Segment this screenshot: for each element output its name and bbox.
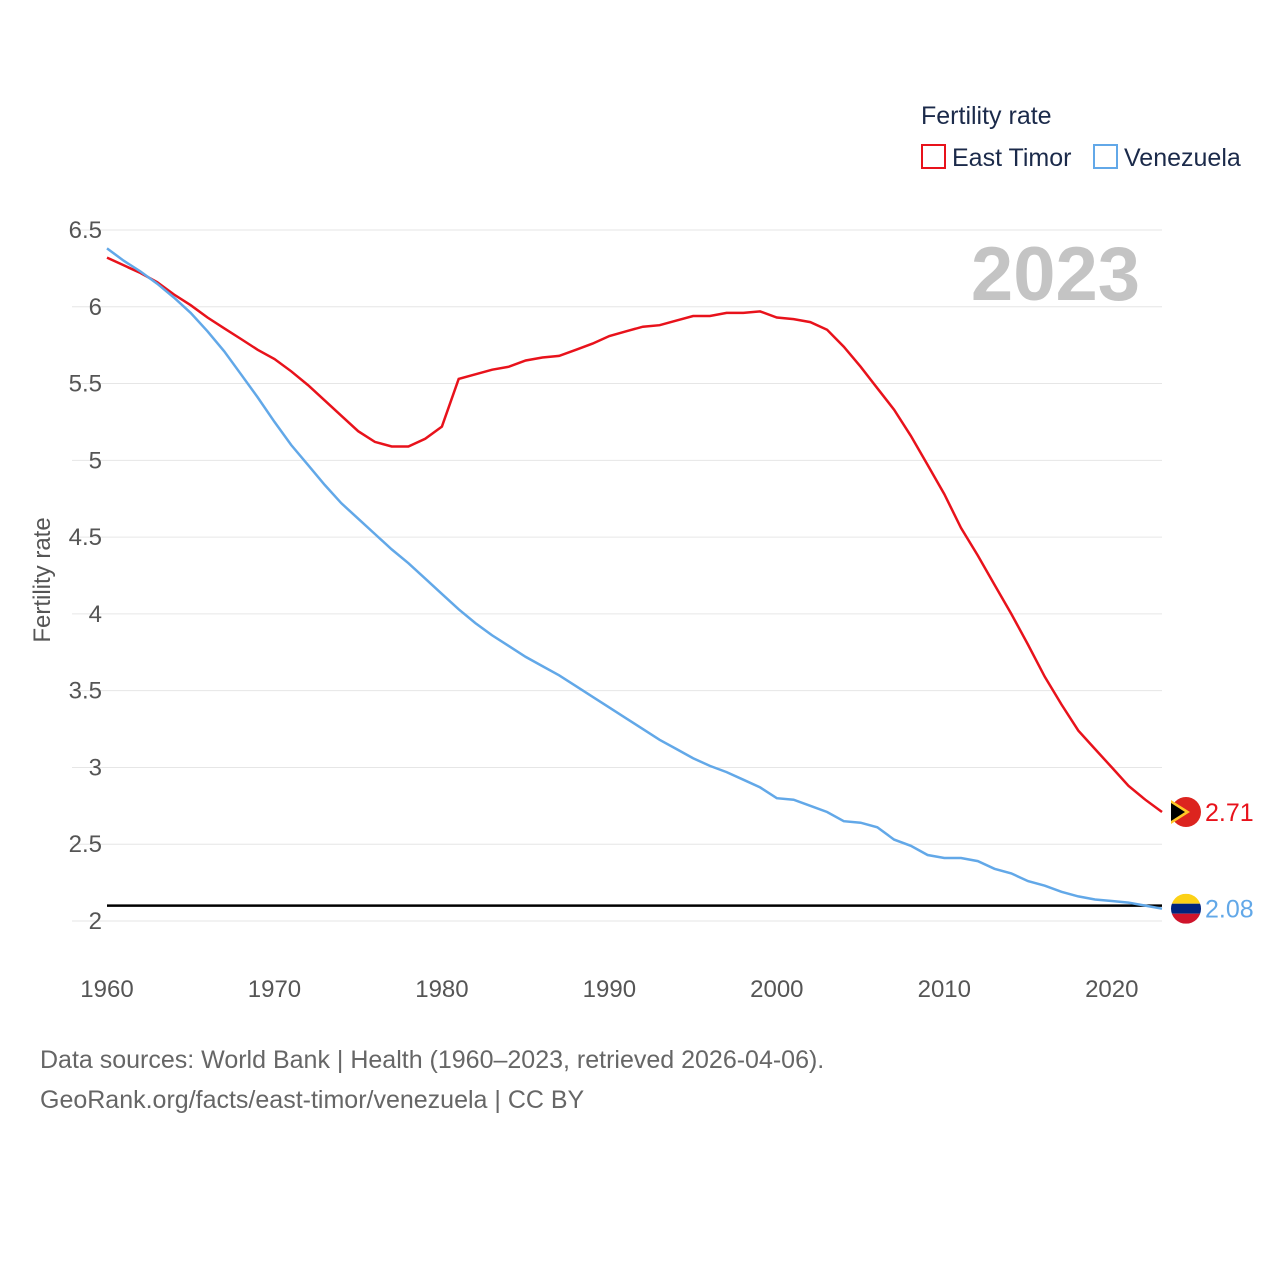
- x-tick-label: 2010: [918, 976, 971, 1003]
- x-tick-label: 1960: [80, 976, 133, 1003]
- y-tick-label: 3: [89, 754, 102, 781]
- source-attribution: Data sources: World Bank | Health (1960–…: [40, 1040, 824, 1120]
- gridlines: [72, 229, 1162, 922]
- series-line-venezuela[interactable]: [106, 247, 1163, 910]
- x-tick-label: 1970: [248, 976, 301, 1003]
- y-axis-title: Fertility rate: [29, 517, 56, 642]
- y-tick-label: 6.5: [69, 217, 102, 244]
- year-label: 2023: [971, 232, 1140, 317]
- x-tick-label: 1980: [415, 976, 468, 1003]
- legend-label-east-timor: East Timor: [952, 144, 1071, 172]
- x-tick-label: 2020: [1085, 976, 1138, 1003]
- y-tick-label: 5.5: [69, 371, 102, 398]
- y-tick-label: 4: [89, 601, 102, 628]
- y-tick-label: 5: [89, 447, 102, 474]
- y-tick-label: 2.5: [69, 831, 102, 858]
- east-timor-end-value: 2.71: [1205, 799, 1254, 827]
- y-tick-label: 6: [89, 294, 102, 321]
- legend-item-east-timor[interactable]: East Timor: [921, 144, 1071, 172]
- east-timor-end-marker: 2.71: [1171, 796, 1254, 827]
- y-tick-label: 4.5: [69, 524, 102, 551]
- y-tick-label: 2: [89, 908, 102, 935]
- legend-item-venezuela[interactable]: Venezuela: [1093, 144, 1241, 172]
- venezuela-flag-icon: [1171, 893, 1201, 924]
- x-tick-label: 2000: [750, 976, 803, 1003]
- east-timor-flag-black: [1171, 802, 1185, 821]
- legend-swatch-east-timor: [921, 144, 946, 169]
- data-source-text: Data sources: World Bank | Health (1960–…: [40, 1046, 825, 1074]
- venezuela-end-marker: 2.08: [1171, 893, 1254, 924]
- credit-link[interactable]: GeoRank.org/facts/east-timor/venezuela |…: [40, 1086, 585, 1114]
- legend: Fertility rate East Timor Venezuela: [921, 102, 1241, 172]
- x-axis-tick-labels: 1960 1970 1980 1990 2000 2010 2020: [80, 976, 1138, 1003]
- legend-swatch-venezuela: [1093, 144, 1118, 169]
- fertility-rate-chart: 2 2.5 3 3.5 4 4.5 5 5.5 6 6.5 1960 1970 1980 1990 200…: [29, 102, 1254, 1003]
- legend-title: Fertility rate: [921, 102, 1052, 130]
- y-tick-label: 3.5: [69, 678, 102, 705]
- x-tick-label: 1990: [583, 976, 636, 1003]
- series-line-east-timor[interactable]: [106, 256, 1163, 814]
- legend-label-venezuela: Venezuela: [1124, 144, 1241, 172]
- y-axis-tick-labels: 2 2.5 3 3.5 4 4.5 5 5.5 6 6.5: [69, 217, 102, 935]
- venezuela-end-value: 2.08: [1205, 896, 1254, 924]
